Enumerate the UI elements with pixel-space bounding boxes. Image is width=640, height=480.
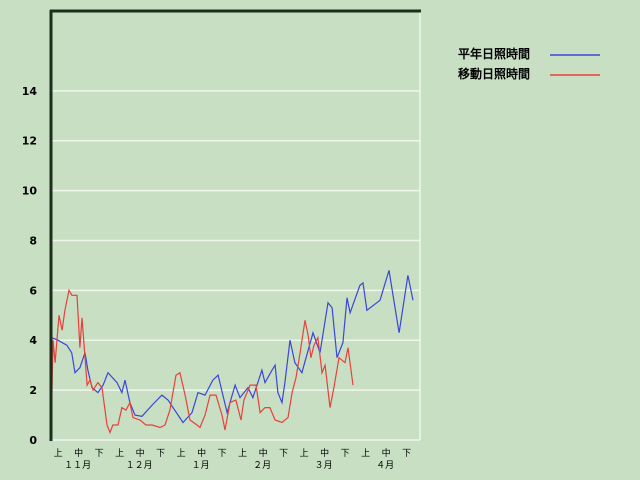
x-tick-label: 下	[402, 449, 411, 459]
x-tick-label: 上	[361, 448, 370, 459]
x-tick-label: 下	[156, 449, 165, 459]
legend: 平年日照時間 移動日照時間	[458, 46, 600, 81]
series-line-0	[51, 270, 414, 424]
x-tick-label: 中	[197, 447, 206, 459]
x-tick-label: 上	[115, 448, 124, 459]
x-month-label: １月	[192, 460, 210, 471]
x-tick-label: 中	[136, 447, 145, 459]
y-tick-label: 6	[29, 284, 37, 297]
series-line-1	[50, 288, 354, 441]
series-lines	[50, 270, 414, 441]
x-tick-label: 下	[341, 449, 350, 459]
x-month-label: ４月	[376, 460, 394, 471]
x-month-label: ３月	[315, 460, 333, 471]
x-month-label: ２月	[253, 460, 271, 471]
grid	[51, 11, 421, 441]
x-tick-label: 上	[54, 448, 63, 459]
x-tick-label: 下	[95, 449, 104, 459]
y-tick-label: 8	[29, 234, 37, 247]
x-tick-label: 上	[177, 448, 186, 459]
x-tick-label: 上	[238, 448, 247, 459]
x-tick-label: 中	[74, 447, 83, 459]
x-tick-label: 中	[320, 447, 329, 459]
x-tick-label: 上	[300, 448, 309, 459]
y-tick-label: 0	[29, 434, 37, 447]
x-tick-label: 中	[382, 447, 391, 459]
x-month-label: １２月	[126, 460, 153, 471]
x-month-label: １１月	[64, 460, 91, 471]
legend-label-1: 移動日照時間	[458, 66, 530, 81]
x-tick-label: 下	[218, 449, 227, 459]
x-axis-ticks: 上中下上中下上中下上中下上中下上中下１１月 １２月 １月 ２月 ３月 ４月	[54, 447, 412, 471]
y-tick-label: 12	[22, 135, 37, 148]
y-axis-ticks: 0 2 4 6 8 10 12 14	[22, 85, 38, 447]
legend-label-0: 平年日照時間	[458, 46, 530, 61]
x-tick-label: 中	[259, 447, 268, 459]
x-tick-label: 下	[279, 449, 288, 459]
y-tick-label: 10	[22, 185, 38, 198]
y-tick-label: 2	[29, 384, 37, 397]
y-tick-label: 14	[22, 85, 38, 98]
y-tick-label: 4	[29, 334, 37, 347]
